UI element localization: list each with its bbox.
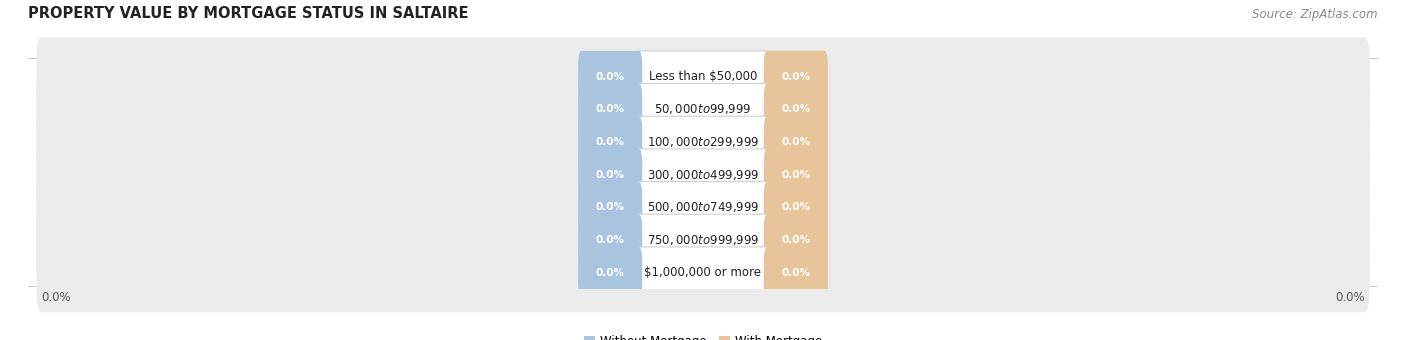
FancyBboxPatch shape — [636, 116, 770, 168]
Text: $50,000 to $99,999: $50,000 to $99,999 — [654, 102, 752, 116]
FancyBboxPatch shape — [763, 116, 828, 168]
FancyBboxPatch shape — [37, 70, 1369, 149]
FancyBboxPatch shape — [37, 103, 1369, 182]
FancyBboxPatch shape — [578, 214, 643, 266]
Text: 0.0%: 0.0% — [596, 268, 624, 278]
Text: 0.0%: 0.0% — [782, 170, 810, 180]
FancyBboxPatch shape — [636, 247, 770, 299]
FancyBboxPatch shape — [578, 84, 643, 135]
FancyBboxPatch shape — [763, 51, 828, 103]
Text: 0.0%: 0.0% — [596, 104, 624, 114]
FancyBboxPatch shape — [578, 247, 643, 299]
Text: Source: ZipAtlas.com: Source: ZipAtlas.com — [1253, 8, 1378, 21]
FancyBboxPatch shape — [636, 51, 770, 103]
Text: $300,000 to $499,999: $300,000 to $499,999 — [647, 168, 759, 182]
Text: 0.0%: 0.0% — [596, 72, 624, 82]
Text: 0.0%: 0.0% — [596, 235, 624, 245]
FancyBboxPatch shape — [636, 84, 770, 135]
Text: 0.0%: 0.0% — [1334, 291, 1364, 304]
FancyBboxPatch shape — [37, 37, 1369, 116]
FancyBboxPatch shape — [636, 214, 770, 266]
Text: 0.0%: 0.0% — [782, 137, 810, 147]
FancyBboxPatch shape — [37, 201, 1369, 279]
FancyBboxPatch shape — [37, 233, 1369, 312]
FancyBboxPatch shape — [37, 135, 1369, 214]
Text: 0.0%: 0.0% — [782, 235, 810, 245]
Text: $500,000 to $749,999: $500,000 to $749,999 — [647, 200, 759, 214]
Text: $750,000 to $999,999: $750,000 to $999,999 — [647, 233, 759, 247]
FancyBboxPatch shape — [763, 247, 828, 299]
FancyBboxPatch shape — [578, 149, 643, 201]
Text: 0.0%: 0.0% — [782, 104, 810, 114]
Text: PROPERTY VALUE BY MORTGAGE STATUS IN SALTAIRE: PROPERTY VALUE BY MORTGAGE STATUS IN SAL… — [28, 6, 468, 21]
Text: 0.0%: 0.0% — [782, 202, 810, 212]
Text: $1,000,000 or more: $1,000,000 or more — [644, 266, 762, 279]
Text: 0.0%: 0.0% — [596, 137, 624, 147]
Text: 0.0%: 0.0% — [42, 291, 72, 304]
Text: 0.0%: 0.0% — [782, 72, 810, 82]
Text: 0.0%: 0.0% — [596, 202, 624, 212]
FancyBboxPatch shape — [636, 149, 770, 201]
Text: 0.0%: 0.0% — [782, 268, 810, 278]
Text: $100,000 to $299,999: $100,000 to $299,999 — [647, 135, 759, 149]
FancyBboxPatch shape — [763, 182, 828, 233]
FancyBboxPatch shape — [578, 116, 643, 168]
Legend: Without Mortgage, With Mortgage: Without Mortgage, With Mortgage — [579, 330, 827, 340]
FancyBboxPatch shape — [763, 84, 828, 135]
Text: 0.0%: 0.0% — [596, 170, 624, 180]
FancyBboxPatch shape — [578, 182, 643, 233]
FancyBboxPatch shape — [763, 214, 828, 266]
FancyBboxPatch shape — [763, 149, 828, 201]
FancyBboxPatch shape — [636, 182, 770, 233]
FancyBboxPatch shape — [37, 168, 1369, 247]
FancyBboxPatch shape — [578, 51, 643, 103]
Text: Less than $50,000: Less than $50,000 — [648, 70, 758, 83]
